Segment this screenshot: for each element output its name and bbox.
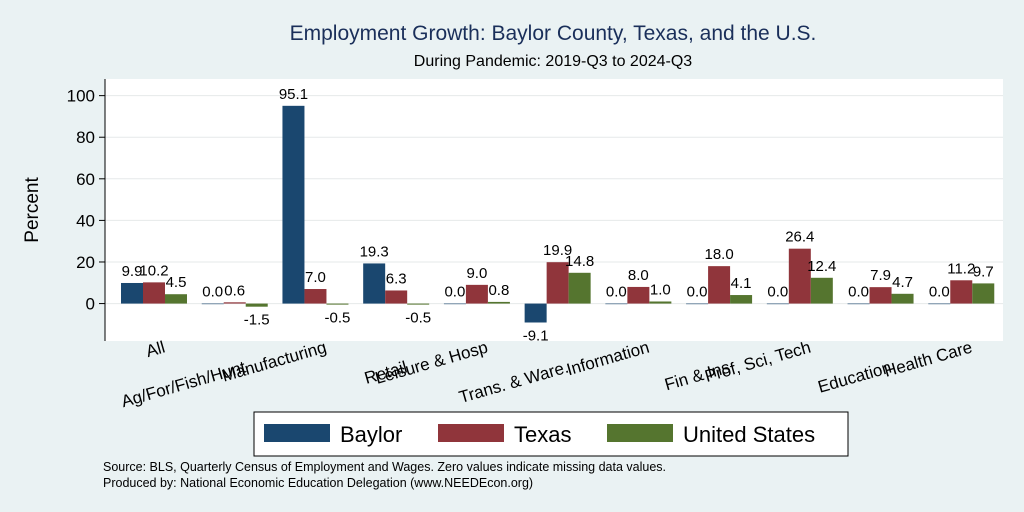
value-label: 11.2 xyxy=(947,260,975,277)
value-label: 10.2 xyxy=(139,262,168,279)
y-tick-label: 80 xyxy=(76,128,95,147)
legend-swatch-baylor xyxy=(264,424,330,442)
bar-texas xyxy=(143,282,165,304)
category-label: Information xyxy=(564,338,651,380)
bar-baylor xyxy=(847,303,870,305)
value-labels: 9.910.24.50.0 0.6-1.595.17.0-0.519.36.3-0… xyxy=(122,86,994,345)
bar-texas xyxy=(627,286,650,304)
value-label: 12.4 xyxy=(807,258,836,275)
y-tick-label: 20 xyxy=(76,253,95,272)
y-tick-label: 40 xyxy=(76,211,95,230)
value-label: 0.6 xyxy=(224,282,245,299)
value-label: 7.9 xyxy=(870,267,891,284)
category-label: Health Care xyxy=(882,338,974,381)
legend-label: Baylor xyxy=(340,422,402,447)
category-label: Trans. & Ware. xyxy=(457,358,571,407)
bar-baylor xyxy=(363,263,386,304)
bar-texas xyxy=(869,287,892,304)
value-label: 6.3 xyxy=(386,270,407,287)
value-label: -0.5 xyxy=(405,310,431,327)
bar-baylor xyxy=(524,303,547,323)
bar-baylor xyxy=(121,282,143,304)
source-note: Source: BLS, Quarterly Census of Employm… xyxy=(103,460,666,474)
y-axis-label: Percent xyxy=(22,177,43,243)
value-label: 0.0 xyxy=(848,284,869,301)
chart-title: Employment Growth: Baylor County, Texas,… xyxy=(290,22,817,45)
value-label: 14.8 xyxy=(565,253,594,270)
bar-baylor xyxy=(766,303,789,305)
value-label: 19.3 xyxy=(360,243,389,260)
value-label: 0.0 xyxy=(444,284,465,301)
bar-baylor xyxy=(928,303,951,305)
legend-swatch-united-states xyxy=(607,424,673,442)
producer-note: Produced by: National Economic Education… xyxy=(103,476,533,490)
value-label: 0.0 xyxy=(687,284,708,301)
bar-texas xyxy=(950,280,973,304)
value-label: 95.1 xyxy=(279,86,308,103)
bar-united-states xyxy=(245,303,268,307)
chart-subtitle: During Pandemic: 2019-Q3 to 2024-Q3 xyxy=(414,53,692,70)
value-label: 4.1 xyxy=(731,275,752,292)
bars xyxy=(121,105,995,323)
bar-texas xyxy=(385,290,408,304)
bar-united-states xyxy=(487,301,510,304)
value-label: 0.0 xyxy=(606,284,627,301)
y-axis: 0 20 40 60 80 100 xyxy=(67,79,106,341)
bar-united-states xyxy=(326,303,349,305)
value-label: 4.5 xyxy=(166,274,187,291)
bar-texas xyxy=(223,302,246,304)
bar-united-states xyxy=(891,293,914,304)
value-label: 0.0 xyxy=(767,284,788,301)
value-label: 1.0 xyxy=(650,281,671,298)
value-label: 0.0 xyxy=(202,284,223,301)
value-label: -1.5 xyxy=(244,312,270,329)
bar-united-states xyxy=(407,303,430,305)
legend-box xyxy=(253,411,849,457)
value-label: -9.1 xyxy=(523,327,549,344)
value-label: 9.9 xyxy=(122,263,143,280)
legend-swatch-texas xyxy=(438,424,504,442)
value-label: 18.0 xyxy=(704,246,733,263)
bar-united-states xyxy=(649,301,672,304)
bar-texas xyxy=(304,289,327,304)
bar-united-states xyxy=(165,294,187,304)
value-label: 19.9 xyxy=(543,242,572,259)
bar-texas xyxy=(465,284,488,304)
bar-united-states xyxy=(730,295,753,304)
value-label: 7.0 xyxy=(305,269,326,286)
category-label: All xyxy=(144,338,167,361)
value-label: 0.0 xyxy=(929,284,950,301)
bar-united-states xyxy=(810,277,833,304)
bar-baylor xyxy=(443,303,466,305)
bar-texas xyxy=(546,262,569,304)
bar-baylor xyxy=(201,303,224,305)
value-label: 8.0 xyxy=(628,267,649,284)
y-tick-label: 0 xyxy=(86,295,95,314)
value-label: -0.5 xyxy=(325,310,351,327)
bar-united-states xyxy=(972,283,995,304)
value-label: 9.7 xyxy=(973,263,994,280)
bar-baylor xyxy=(605,303,628,305)
bar-baylor xyxy=(686,303,709,305)
legend: Baylor Texas United States xyxy=(253,411,849,457)
value-label: 9.0 xyxy=(466,265,487,282)
y-tick-label: 100 xyxy=(67,87,95,106)
legend-label: Texas xyxy=(514,422,571,447)
legend-label: United States xyxy=(683,422,815,447)
y-tick-label: 60 xyxy=(76,170,95,189)
value-label: 4.7 xyxy=(892,274,913,291)
bar-texas xyxy=(708,266,731,304)
value-label: 26.4 xyxy=(785,229,814,246)
bar-texas xyxy=(788,248,811,304)
value-label: 0.8 xyxy=(488,282,509,299)
bar-united-states xyxy=(568,272,591,304)
bar-baylor xyxy=(282,105,305,304)
